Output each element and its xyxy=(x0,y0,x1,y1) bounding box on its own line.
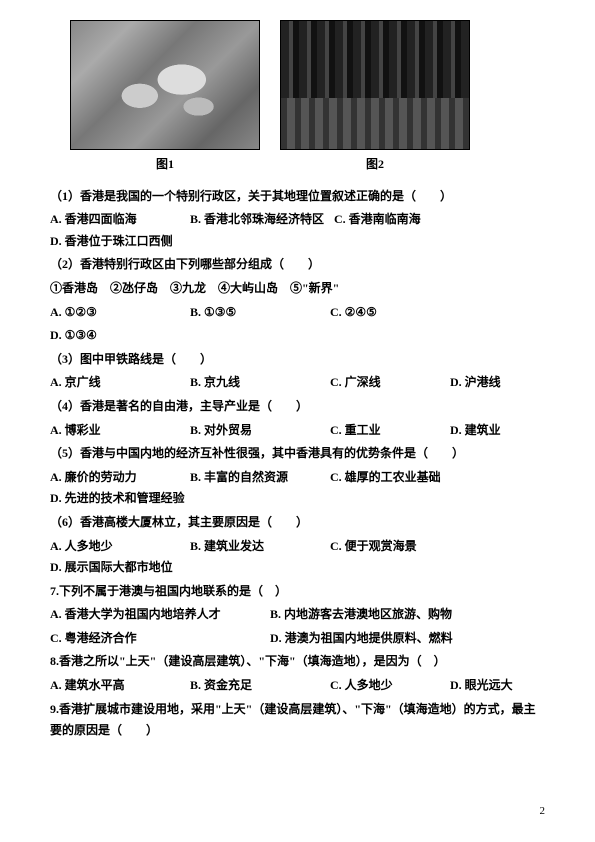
q1-opt-d: D. 香港位于珠江口西侧 xyxy=(50,231,173,253)
q6-opt-d: D. 展示国际大都市地位 xyxy=(50,557,173,579)
q7-opt-b: B. 内地游客去港澳地区旅游、购物 xyxy=(270,604,530,626)
q5-stem: （5）香港与中国内地的经济互补性很强，其中香港具有的优势条件是（ ） xyxy=(50,443,545,465)
q2-opt-b: B. ①③⑤ xyxy=(190,302,320,324)
q4-opt-a: A. 博彩业 xyxy=(50,420,180,442)
q8-opt-a: A. 建筑水平高 xyxy=(50,675,180,697)
q4-opt-d: D. 建筑业 xyxy=(450,420,530,442)
q6-opt-b: B. 建筑业发达 xyxy=(190,536,320,558)
q1-opt-b: B. 香港北邻珠海经济特区 xyxy=(190,209,324,231)
q6-opt-a: A. 人多地少 xyxy=(50,536,180,558)
q1-stem: （1）香港是我国的一个特别行政区，关于其地理位置叙述正确的是（ ） xyxy=(50,186,545,208)
q3-opt-a: A. 京广线 xyxy=(50,372,180,394)
q1-options: A. 香港四面临海 B. 香港北邻珠海经济特区 C. 香港南临南海 D. 香港位… xyxy=(50,209,545,252)
q8-opt-c: C. 人多地少 xyxy=(330,675,440,697)
q6-stem: （6）香港高楼大厦林立，其主要原因是（ ） xyxy=(50,512,545,534)
figure-captions: 图1 图2 xyxy=(70,154,545,176)
q2-stem: （2）香港特别行政区由下列哪些部分组成（ ） xyxy=(50,254,545,276)
q4-opt-c: C. 重工业 xyxy=(330,420,440,442)
q3-opt-c: C. 广深线 xyxy=(330,372,440,394)
q9-stem: 9.香港扩展城市建设用地，采用"上天"（建设高层建筑）、"下海"（填海造地）的方… xyxy=(50,699,545,742)
q6-opt-c: C. 便于观赏海景 xyxy=(330,536,440,558)
q8-opt-b: B. 资金充足 xyxy=(190,675,320,697)
q3-opt-d: D. 沪港线 xyxy=(450,372,530,394)
q4-stem: （4）香港是著名的自由港，主导产业是（ ） xyxy=(50,396,545,418)
q3-options: A. 京广线 B. 京九线 C. 广深线 D. 沪港线 xyxy=(50,372,545,394)
q2-opt-d: D. ①③④ xyxy=(50,325,545,347)
figure-row xyxy=(70,20,545,150)
q4-opt-b: B. 对外贸易 xyxy=(190,420,320,442)
q1-opt-a: A. 香港四面临海 xyxy=(50,209,180,231)
q8-opt-d: D. 眼光远大 xyxy=(450,675,530,697)
figure-2-caption: 图2 xyxy=(280,154,470,176)
q8-options: A. 建筑水平高 B. 资金充足 C. 人多地少 D. 眼光远大 xyxy=(50,675,545,697)
q7-opt-c: C. 粤港经济合作 xyxy=(50,628,260,650)
q5-opt-d: D. 先进的技术和管理经验 xyxy=(50,488,185,510)
q5-opt-a: A. 廉价的劳动力 xyxy=(50,467,180,489)
q7-options-2: C. 粤港经济合作 D. 港澳为祖国内地提供原料、燃料 xyxy=(50,628,545,650)
q4-options: A. 博彩业 B. 对外贸易 C. 重工业 D. 建筑业 xyxy=(50,420,545,442)
q7-options-1: A. 香港大学为祖国内地培养人才 B. 内地游客去港澳地区旅游、购物 xyxy=(50,604,545,626)
q3-stem: （3）图中甲铁路线是（ ） xyxy=(50,349,545,371)
q2-opt-a: A. ①②③ xyxy=(50,302,180,324)
figure-1-caption: 图1 xyxy=(70,154,260,176)
q8-stem: 8.香港之所以"上天"（建设高层建筑）、"下海"（填海造地），是因为（ ） xyxy=(50,651,545,673)
figure-2-city xyxy=(280,20,470,150)
q5-opt-b: B. 丰富的自然资源 xyxy=(190,467,320,489)
q7-stem: 7.下列不属于港澳与祖国内地联系的是（ ） xyxy=(50,581,545,603)
q3-opt-b: B. 京九线 xyxy=(190,372,320,394)
q7-opt-a: A. 香港大学为祖国内地培养人才 xyxy=(50,604,260,626)
q6-options: A. 人多地少 B. 建筑业发达 C. 便于观赏海景 D. 展示国际大都市地位 xyxy=(50,536,545,579)
figure-1-map xyxy=(70,20,260,150)
q2-circled: ①香港岛 ②氹仔岛 ③九龙 ④大屿山岛 ⑤"新界" xyxy=(50,278,545,300)
q7-opt-d: D. 港澳为祖国内地提供原料、燃料 xyxy=(270,628,530,650)
q5-options: A. 廉价的劳动力 B. 丰富的自然资源 C. 雄厚的工农业基础 D. 先进的技… xyxy=(50,467,545,510)
q5-opt-c: C. 雄厚的工农业基础 xyxy=(330,467,441,489)
q2-options: A. ①②③ B. ①③⑤ C. ②④⑤ xyxy=(50,302,545,324)
q2-opt-c: C. ②④⑤ xyxy=(330,302,440,324)
q1-opt-c: C. 香港南临南海 xyxy=(334,209,444,231)
page-number: 2 xyxy=(540,802,546,822)
